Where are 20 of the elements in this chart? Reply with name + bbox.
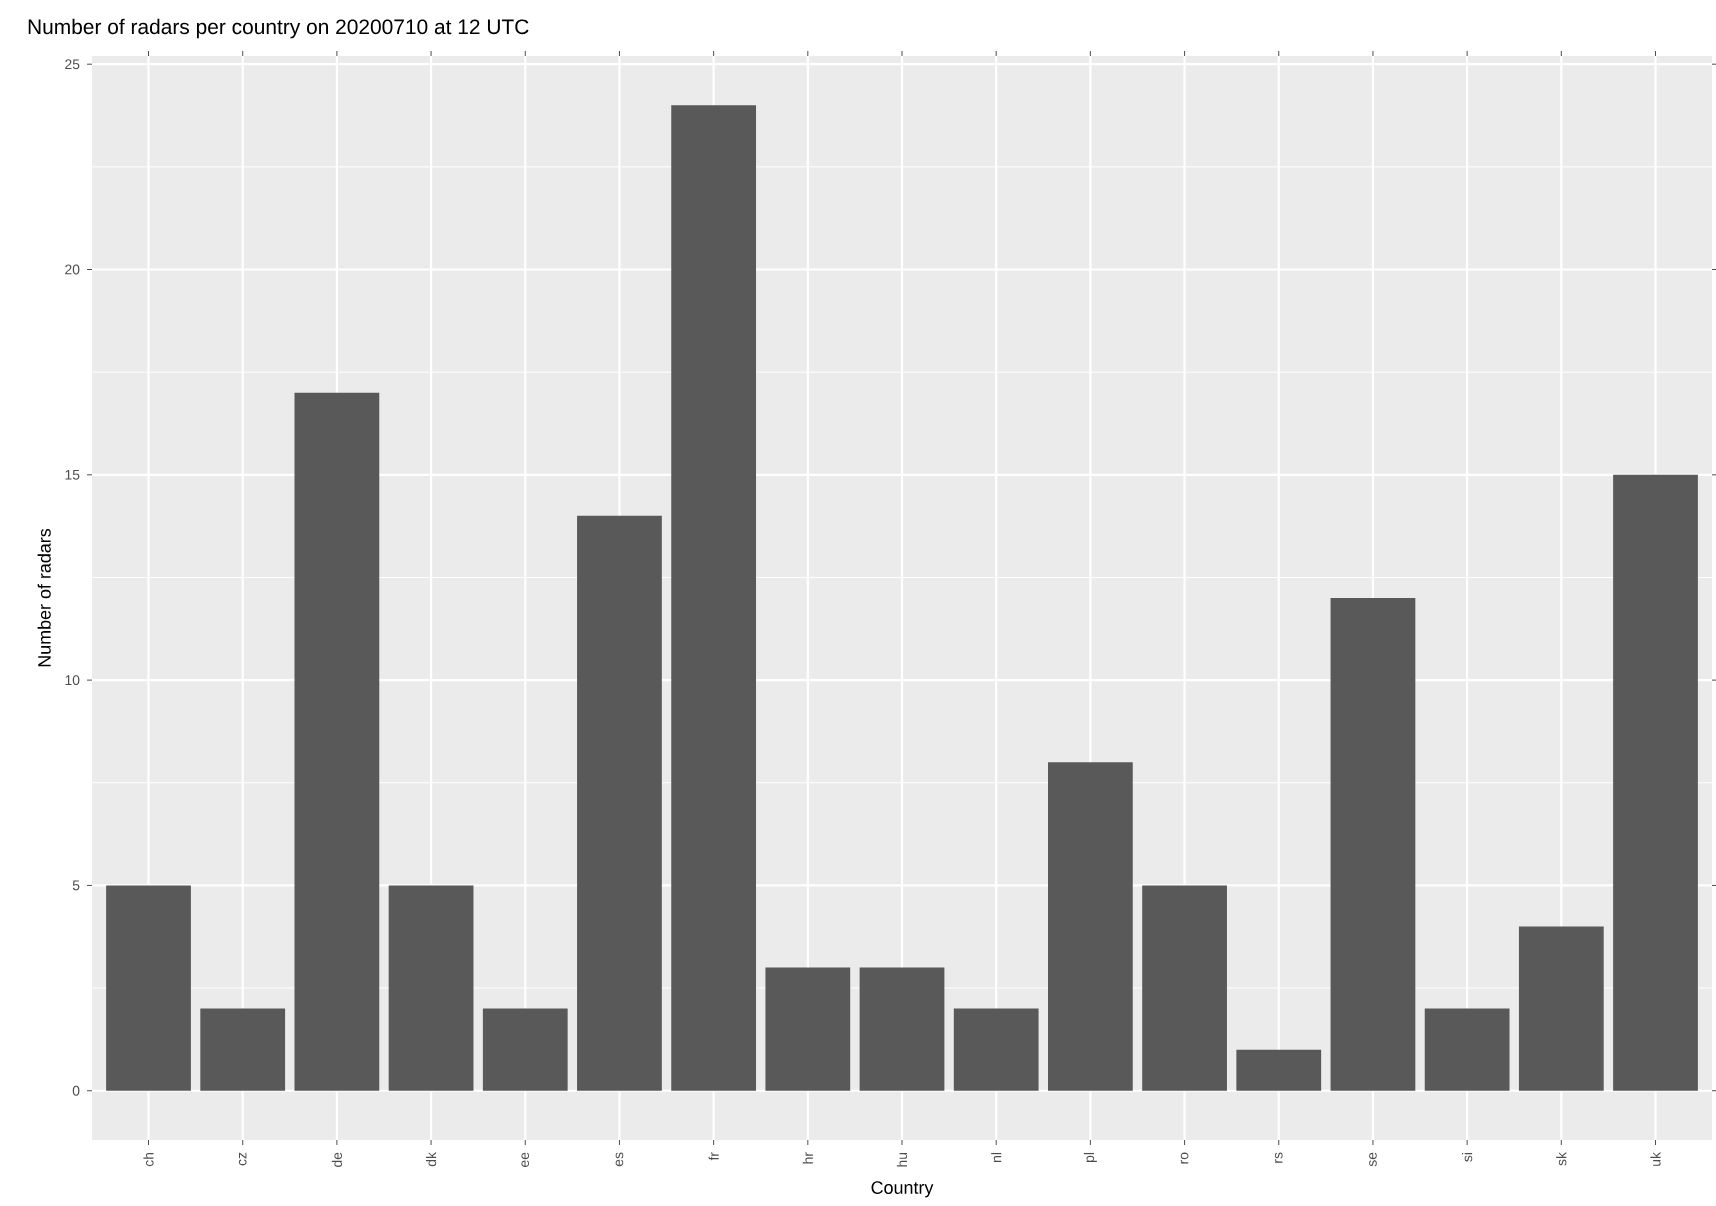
chart-title: Number of radars per country on 20200710 at 12 UTC xyxy=(28,18,529,39)
bar xyxy=(671,105,757,1091)
bar xyxy=(1330,597,1416,1091)
bar xyxy=(1613,474,1698,1091)
y-axis-title: Number of radars xyxy=(37,528,51,667)
bar xyxy=(200,1008,286,1091)
bar xyxy=(1142,885,1227,1091)
bar xyxy=(765,967,851,1091)
bar xyxy=(577,515,662,1091)
bar xyxy=(294,392,380,1091)
x-axis-title: Country xyxy=(871,1181,934,1198)
bar xyxy=(106,885,191,1091)
bar xyxy=(1048,762,1133,1091)
bar xyxy=(953,1008,1039,1091)
bar xyxy=(388,885,474,1091)
bar xyxy=(1518,926,1604,1091)
bar xyxy=(859,967,945,1091)
bar xyxy=(1236,1049,1322,1091)
bar xyxy=(1424,1008,1510,1091)
bar xyxy=(482,1008,568,1091)
